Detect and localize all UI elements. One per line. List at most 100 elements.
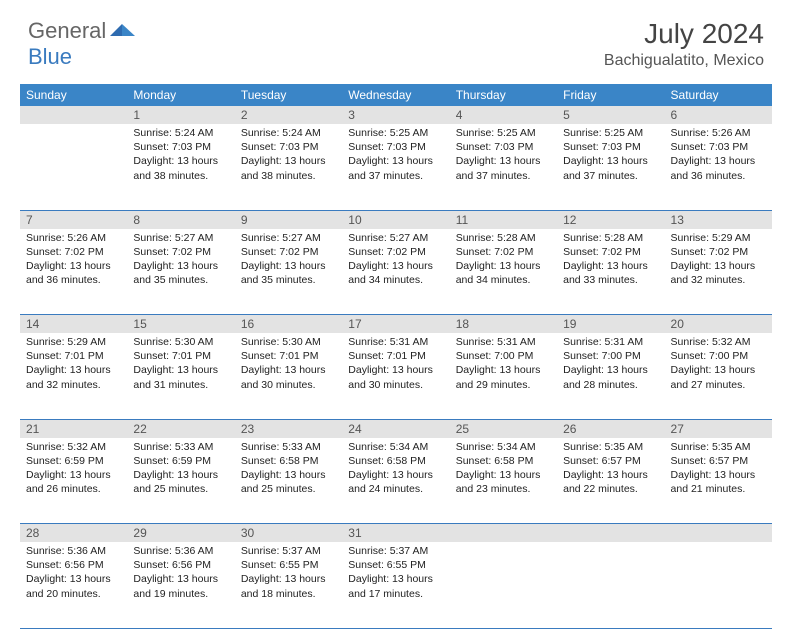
day-cell: Sunrise: 5:24 AMSunset: 7:03 PMDaylight:… xyxy=(127,124,234,187)
day-cell: Sunrise: 5:31 AMSunset: 7:01 PMDaylight:… xyxy=(342,333,449,396)
day-line: Sunset: 7:00 PM xyxy=(456,349,551,363)
day-cell: Sunrise: 5:34 AMSunset: 6:58 PMDaylight:… xyxy=(342,438,449,501)
day-number: 4 xyxy=(450,106,557,124)
day-cell xyxy=(557,542,664,548)
day-line: Sunset: 7:02 PM xyxy=(671,245,766,259)
day-cell: Sunrise: 5:34 AMSunset: 6:58 PMDaylight:… xyxy=(450,438,557,501)
day-line: Sunrise: 5:29 AM xyxy=(26,335,121,349)
day-line: Sunset: 7:01 PM xyxy=(26,349,121,363)
day-cell: Sunrise: 5:35 AMSunset: 6:57 PMDaylight:… xyxy=(665,438,772,501)
day-line: Sunrise: 5:34 AM xyxy=(456,440,551,454)
day-header: Monday xyxy=(127,84,234,106)
day-line: Daylight: 13 hours and 18 minutes. xyxy=(241,572,336,600)
day-number: 6 xyxy=(665,106,772,124)
day-line: Sunset: 7:01 PM xyxy=(241,349,336,363)
logo-icon xyxy=(110,18,136,44)
day-line: Daylight: 13 hours and 26 minutes. xyxy=(26,468,121,496)
day-line: Daylight: 13 hours and 37 minutes. xyxy=(348,154,443,182)
day-line: Sunrise: 5:29 AM xyxy=(671,231,766,245)
day-line: Sunset: 6:57 PM xyxy=(671,454,766,468)
calendar-table: SundayMondayTuesdayWednesdayThursdayFrid… xyxy=(20,84,772,629)
day-line: Daylight: 13 hours and 27 minutes. xyxy=(671,363,766,391)
day-line: Sunset: 7:03 PM xyxy=(241,140,336,154)
month-title: July 2024 xyxy=(604,18,764,50)
day-number: 23 xyxy=(235,420,342,438)
day-line: Sunset: 6:58 PM xyxy=(456,454,551,468)
day-line: Daylight: 13 hours and 34 minutes. xyxy=(348,259,443,287)
title-block: July 2024 Bachigualatito, Mexico xyxy=(604,18,764,70)
day-cell: Sunrise: 5:24 AMSunset: 7:03 PMDaylight:… xyxy=(235,124,342,187)
day-line: Sunset: 7:00 PM xyxy=(563,349,658,363)
day-line: Sunset: 7:03 PM xyxy=(133,140,228,154)
day-number: 15 xyxy=(127,315,234,333)
day-line: Daylight: 13 hours and 38 minutes. xyxy=(241,154,336,182)
day-line: Daylight: 13 hours and 21 minutes. xyxy=(671,468,766,496)
day-line: Daylight: 13 hours and 35 minutes. xyxy=(241,259,336,287)
day-cell: Sunrise: 5:33 AMSunset: 6:59 PMDaylight:… xyxy=(127,438,234,501)
day-line: Sunrise: 5:31 AM xyxy=(563,335,658,349)
day-header: Sunday xyxy=(20,84,127,106)
day-header: Saturday xyxy=(665,84,772,106)
day-number: 8 xyxy=(127,211,234,229)
day-cell: Sunrise: 5:26 AMSunset: 7:03 PMDaylight:… xyxy=(665,124,772,187)
day-line: Sunset: 7:00 PM xyxy=(671,349,766,363)
day-line: Sunrise: 5:27 AM xyxy=(348,231,443,245)
day-line: Sunrise: 5:26 AM xyxy=(671,126,766,140)
day-line: Daylight: 13 hours and 38 minutes. xyxy=(133,154,228,182)
day-number: 14 xyxy=(20,315,127,333)
day-line: Sunrise: 5:35 AM xyxy=(671,440,766,454)
logo-text-1: General xyxy=(28,18,106,44)
day-cell: Sunrise: 5:27 AMSunset: 7:02 PMDaylight:… xyxy=(127,229,234,292)
day-line: Daylight: 13 hours and 34 minutes. xyxy=(456,259,551,287)
day-line: Daylight: 13 hours and 35 minutes. xyxy=(133,259,228,287)
day-line: Sunset: 6:55 PM xyxy=(241,558,336,572)
day-number xyxy=(557,524,664,542)
day-cell: Sunrise: 5:28 AMSunset: 7:02 PMDaylight:… xyxy=(450,229,557,292)
day-line: Sunrise: 5:26 AM xyxy=(26,231,121,245)
day-line: Sunrise: 5:37 AM xyxy=(241,544,336,558)
day-line: Sunset: 6:56 PM xyxy=(133,558,228,572)
day-number: 20 xyxy=(665,315,772,333)
day-cell: Sunrise: 5:27 AMSunset: 7:02 PMDaylight:… xyxy=(235,229,342,292)
day-cell: Sunrise: 5:25 AMSunset: 7:03 PMDaylight:… xyxy=(450,124,557,187)
day-number: 9 xyxy=(235,211,342,229)
day-number xyxy=(665,524,772,542)
day-line: Sunset: 6:57 PM xyxy=(563,454,658,468)
day-number: 21 xyxy=(20,420,127,438)
day-line: Sunrise: 5:32 AM xyxy=(26,440,121,454)
day-line: Sunset: 6:58 PM xyxy=(348,454,443,468)
day-cell: Sunrise: 5:36 AMSunset: 6:56 PMDaylight:… xyxy=(20,542,127,605)
day-line: Daylight: 13 hours and 32 minutes. xyxy=(26,363,121,391)
logo: General xyxy=(28,18,136,44)
day-line: Sunset: 7:02 PM xyxy=(26,245,121,259)
day-cell: Sunrise: 5:37 AMSunset: 6:55 PMDaylight:… xyxy=(342,542,449,605)
day-number: 10 xyxy=(342,211,449,229)
day-line: Sunset: 7:02 PM xyxy=(563,245,658,259)
day-line: Sunset: 7:03 PM xyxy=(456,140,551,154)
day-line: Sunset: 6:58 PM xyxy=(241,454,336,468)
day-number: 27 xyxy=(665,420,772,438)
day-line: Daylight: 13 hours and 24 minutes. xyxy=(348,468,443,496)
day-line: Sunset: 7:02 PM xyxy=(241,245,336,259)
day-number: 18 xyxy=(450,315,557,333)
day-line: Daylight: 13 hours and 37 minutes. xyxy=(456,154,551,182)
day-line: Sunset: 7:03 PM xyxy=(563,140,658,154)
day-header: Wednesday xyxy=(342,84,449,106)
day-number xyxy=(450,524,557,542)
day-line: Daylight: 13 hours and 28 minutes. xyxy=(563,363,658,391)
day-line: Sunrise: 5:27 AM xyxy=(241,231,336,245)
day-line: Daylight: 13 hours and 32 minutes. xyxy=(671,259,766,287)
day-number: 16 xyxy=(235,315,342,333)
day-line: Sunset: 6:55 PM xyxy=(348,558,443,572)
day-cell: Sunrise: 5:32 AMSunset: 7:00 PMDaylight:… xyxy=(665,333,772,396)
day-line: Daylight: 13 hours and 20 minutes. xyxy=(26,572,121,600)
day-number: 2 xyxy=(235,106,342,124)
day-number: 5 xyxy=(557,106,664,124)
day-number: 17 xyxy=(342,315,449,333)
day-line: Sunrise: 5:34 AM xyxy=(348,440,443,454)
day-line: Sunrise: 5:36 AM xyxy=(133,544,228,558)
day-line: Sunrise: 5:36 AM xyxy=(26,544,121,558)
day-line: Daylight: 13 hours and 30 minutes. xyxy=(241,363,336,391)
day-number xyxy=(20,106,127,124)
day-number: 7 xyxy=(20,211,127,229)
